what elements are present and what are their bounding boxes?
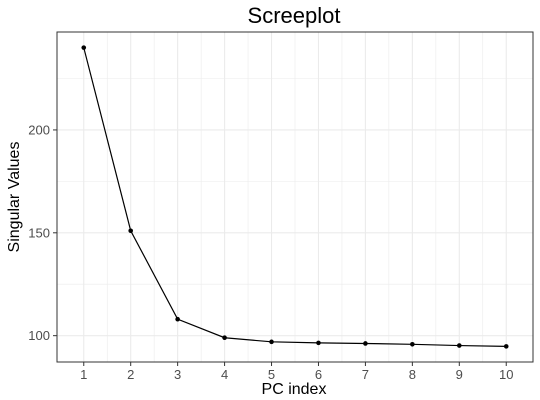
x-tick-label: 4 bbox=[221, 367, 228, 382]
y-tick-label: 100 bbox=[28, 328, 50, 343]
data-point bbox=[128, 228, 134, 234]
x-tick-label: 9 bbox=[456, 367, 463, 382]
data-point bbox=[269, 339, 274, 345]
x-tick-label: 6 bbox=[315, 367, 322, 382]
series-line bbox=[83, 47, 507, 347]
x-tick-label: 7 bbox=[362, 367, 369, 382]
x-tick-label: 1 bbox=[80, 367, 87, 382]
panel-border bbox=[56, 31, 534, 363]
x-tick-label: 8 bbox=[409, 367, 416, 382]
grid-lines bbox=[57, 32, 533, 362]
x-tick-label: 5 bbox=[268, 367, 275, 382]
data-point bbox=[316, 340, 321, 346]
data-point bbox=[363, 341, 368, 346]
x-tick-label: 10 bbox=[499, 367, 513, 382]
x-tick-label: 2 bbox=[127, 367, 134, 382]
data-point bbox=[81, 45, 87, 50]
y-tick-label: 150 bbox=[28, 225, 50, 240]
axes: 100 150 200 1 2 3 4 5 6 7 8 9 10 bbox=[28, 122, 513, 382]
data-point bbox=[410, 342, 415, 347]
data-point bbox=[222, 335, 227, 341]
data-point bbox=[456, 343, 462, 348]
data-point bbox=[503, 344, 509, 349]
x-axis-title: PC index bbox=[262, 381, 327, 398]
data-point bbox=[175, 316, 180, 322]
data-series bbox=[81, 45, 509, 349]
x-tick-label: 3 bbox=[174, 367, 181, 382]
y-tick-label: 200 bbox=[28, 122, 50, 137]
y-axis-title: Singular Values bbox=[6, 142, 23, 253]
chart-title: Screeplot bbox=[248, 3, 341, 28]
